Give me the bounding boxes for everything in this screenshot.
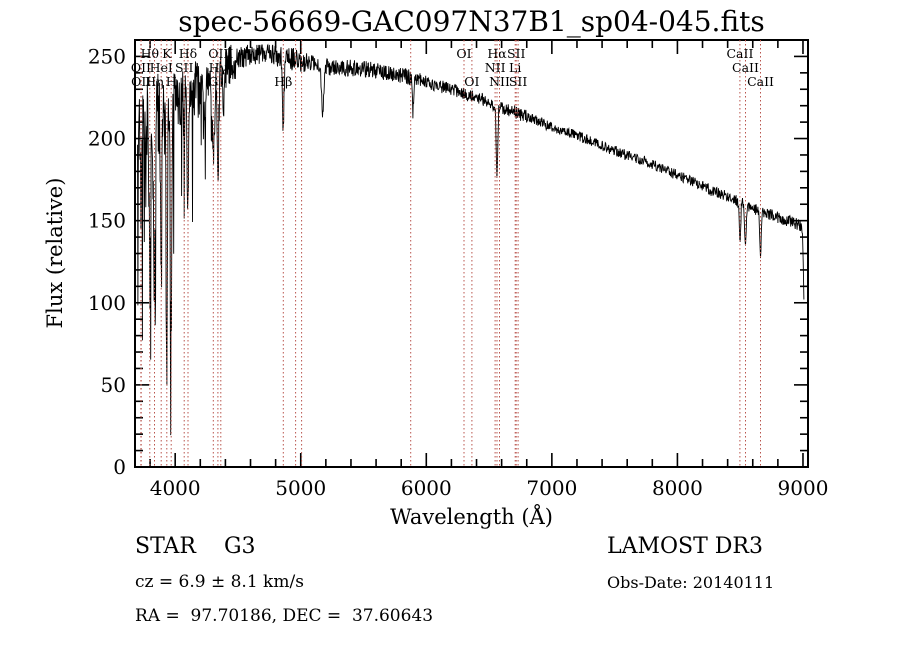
star-class-label: STAR G3: [135, 534, 256, 559]
spectral-line-label: H: [166, 74, 177, 89]
spectral-line-label: CaII: [726, 46, 753, 61]
spectral-line-label: Hθ: [141, 46, 159, 61]
spectral-line-label: Hγ: [209, 60, 227, 75]
x-tick-label: 6000: [401, 476, 452, 500]
x-tick-label: 9000: [778, 476, 829, 500]
spectral-line-label: OI: [456, 46, 471, 61]
axis-ticks: [136, 41, 807, 468]
spectral-line-label: OII: [131, 74, 151, 89]
y-tick-label: 0: [113, 455, 126, 479]
y-tick-label: 150: [88, 209, 126, 233]
y-tick-label: 100: [88, 291, 126, 315]
spectral-line-label: G: [208, 74, 218, 89]
spectral-line-markers: [140, 40, 761, 467]
spectral-line-label: OI: [464, 74, 479, 89]
spectral-line-label: NII: [485, 60, 506, 75]
spectral-line-label: Hα: [487, 46, 507, 61]
y-tick-label: 200: [88, 127, 126, 151]
spectral-line-label: SII: [507, 46, 526, 61]
spectral-line-label: HeI: [150, 60, 173, 75]
spectral-line-label: Hβ: [274, 74, 292, 89]
x-tick-label: 8000: [652, 476, 703, 500]
spectral-line-label: OIII: [208, 46, 233, 61]
spectral-line-label: SII: [509, 74, 528, 89]
x-tick-label: 4000: [150, 476, 201, 500]
x-tick-label: 7000: [526, 476, 577, 500]
spectral-line-label: K: [162, 46, 172, 61]
plot-title: spec-56669-GAC097N37B1_sp04-045.fits: [178, 5, 765, 38]
y-tick-label: 250: [88, 44, 126, 68]
spectral-line-label: Li: [509, 60, 521, 75]
y-tick-label: 50: [101, 373, 126, 397]
spectral-line-label: SII: [175, 60, 194, 75]
coordinates-value: RA = 97.70186, DEC = 37.60643: [135, 606, 434, 626]
x-tick-labels: 4000 5000 6000 7000 8000 9000: [150, 476, 829, 500]
obs-date-value: Obs-Date: 20140111: [607, 573, 775, 592]
spectral-line-label: Hη: [145, 74, 163, 89]
spectral-line-label: NII: [489, 74, 510, 89]
x-tick-label: 5000: [275, 476, 326, 500]
y-axis-title: Flux (relative): [43, 178, 67, 329]
spectral-line-label: CaII: [732, 60, 759, 75]
radial-velocity-value: cz = 6.9 ± 8.1 km/s: [135, 572, 304, 592]
survey-release-label: LAMOST DR3: [607, 534, 763, 559]
spectrum-curve: [137, 43, 805, 436]
y-tick-labels: 0 50 100 150 200 250: [88, 44, 126, 479]
x-axis-title: Wavelength (Å): [390, 504, 553, 529]
spectral-line-label: Hδ: [179, 46, 197, 61]
spectral-line-label: CaII: [747, 74, 774, 89]
spectral-line-label: OII: [131, 60, 151, 75]
